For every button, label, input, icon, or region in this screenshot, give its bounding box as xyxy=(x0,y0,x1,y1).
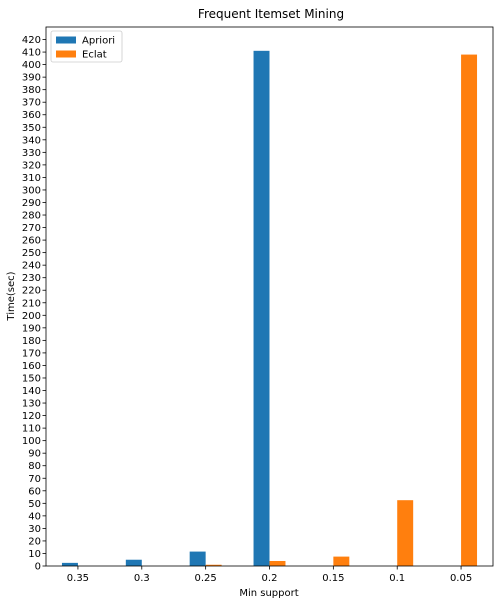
y-tick-label: 290 xyxy=(22,198,41,209)
y-tick-label: 80 xyxy=(28,461,41,472)
y-tick-label: 100 xyxy=(22,436,41,447)
y-tick-label: 140 xyxy=(22,386,41,397)
x-tick-label: 0.1 xyxy=(389,573,405,584)
x-tick-label: 0.25 xyxy=(195,573,217,584)
bar-eclat-0.05 xyxy=(461,54,478,566)
y-tick-label: 310 xyxy=(22,173,41,184)
y-tick-label: 130 xyxy=(22,399,41,410)
y-tick-label: 0 xyxy=(35,562,41,573)
y-tick-label: 210 xyxy=(22,298,41,309)
y-tick-label: 90 xyxy=(28,449,41,460)
y-axis-label: Time(sec) xyxy=(6,271,17,321)
y-tick-label: 30 xyxy=(28,524,41,535)
y-tick-label: 370 xyxy=(22,98,41,109)
legend-label-apriori: Apriori xyxy=(82,36,115,47)
y-tick-label: 150 xyxy=(22,373,41,384)
y-tick-label: 220 xyxy=(22,286,41,297)
bar-apriori-0.3 xyxy=(125,559,142,566)
legend-swatch-apriori xyxy=(56,36,76,44)
bar-apriori-0.35 xyxy=(61,562,78,566)
bar-eclat-0.2 xyxy=(269,560,286,566)
y-tick-label: 230 xyxy=(22,273,41,284)
y-tick-label: 180 xyxy=(22,336,41,347)
y-tick-label: 60 xyxy=(28,486,41,497)
y-tick-label: 170 xyxy=(22,348,41,359)
y-tick-label: 330 xyxy=(22,148,41,159)
y-tick-label: 390 xyxy=(22,73,41,84)
x-tick-label: 0.15 xyxy=(322,573,344,584)
plot-frame xyxy=(45,26,494,567)
x-tick-label: 0.2 xyxy=(262,573,278,584)
y-tick-label: 40 xyxy=(28,511,41,522)
y-tick-label: 380 xyxy=(22,85,41,96)
y-tick-label: 360 xyxy=(22,110,41,121)
y-tick-label: 400 xyxy=(22,60,41,71)
bar-eclat-0.25 xyxy=(205,564,222,566)
y-tick-label: 340 xyxy=(22,135,41,146)
y-tick-label: 280 xyxy=(22,211,41,222)
x-tick-label: 0.05 xyxy=(450,573,472,584)
y-tick-label: 320 xyxy=(22,160,41,171)
x-tick-label: 0.35 xyxy=(67,573,89,584)
y-tick-label: 110 xyxy=(22,424,41,435)
bar-eclat-0.1 xyxy=(397,500,414,566)
legend-swatch-eclat xyxy=(56,50,76,58)
legend: Apriori Eclat xyxy=(50,30,123,63)
y-tick-label: 50 xyxy=(28,499,41,510)
y-tick-label: 410 xyxy=(22,48,41,59)
y-tick-label: 420 xyxy=(22,35,41,46)
bar-eclat-0.15 xyxy=(333,556,350,566)
y-tick-label: 240 xyxy=(22,261,41,272)
y-tick-label: 200 xyxy=(22,311,41,322)
bar-apriori-0.25 xyxy=(189,551,206,566)
y-tick-label: 190 xyxy=(22,323,41,334)
y-tick-label: 120 xyxy=(22,411,41,422)
y-tick-label: 270 xyxy=(22,223,41,234)
y-tick-label: 20 xyxy=(28,536,41,547)
legend-label-eclat: Eclat xyxy=(82,50,107,61)
x-axis-label: Min support xyxy=(239,588,298,599)
y-tick-label: 160 xyxy=(22,361,41,372)
y-tick-label: 300 xyxy=(22,185,41,196)
y-tick-label: 10 xyxy=(28,549,41,560)
y-tick-label: 350 xyxy=(22,123,41,134)
bar-apriori-0.2 xyxy=(253,50,270,566)
y-tick-label: 260 xyxy=(22,236,41,247)
x-tick-label: 0.3 xyxy=(134,573,150,584)
y-tick-label: 250 xyxy=(22,248,41,259)
y-tick-label: 70 xyxy=(28,474,41,485)
chart-title: Frequent Itemset Mining xyxy=(198,7,344,21)
